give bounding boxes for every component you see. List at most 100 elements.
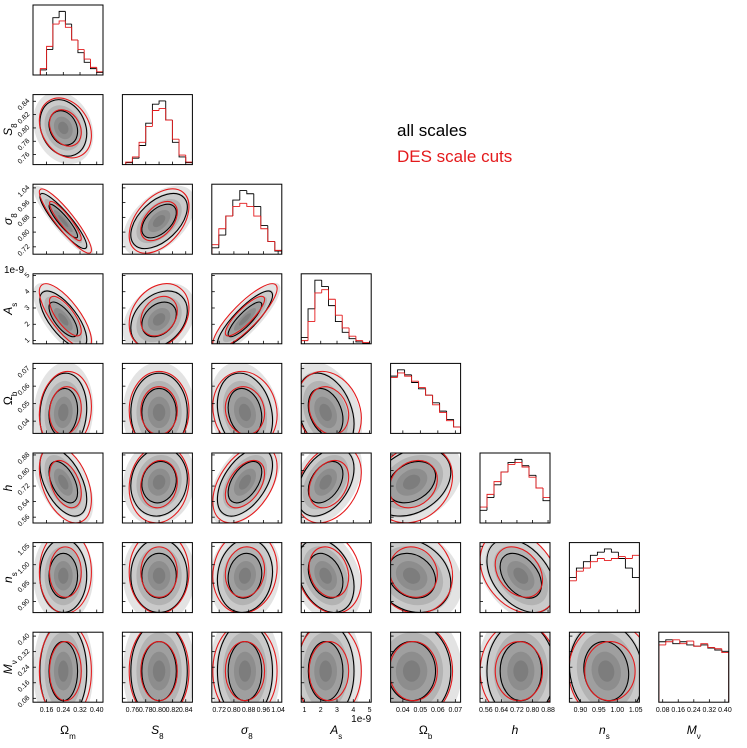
- histogram-step: [301, 340, 309, 344]
- panel-frame: [479, 631, 551, 703]
- histogram-step: [211, 247, 219, 255]
- histogram-step: [232, 199, 240, 217]
- axis-symbol: Ω: [60, 723, 69, 737]
- y-tick-label: 2: [24, 321, 32, 329]
- y-tick-label: 0.04: [17, 418, 32, 433]
- histogram-step: [432, 395, 440, 404]
- contour-panel: [211, 362, 283, 434]
- density: [402, 660, 421, 682]
- density: [152, 567, 166, 584]
- panel-body: [122, 542, 193, 613]
- panel-body: [211, 282, 281, 344]
- panel-body: [122, 632, 193, 703]
- histogram-step: [52, 17, 60, 50]
- contour: [212, 453, 278, 523]
- histogram-step: [521, 459, 529, 467]
- panel-body: [301, 363, 363, 434]
- contour: [216, 632, 274, 703]
- contour: [128, 453, 190, 523]
- x-tick-label: 4: [351, 707, 355, 714]
- density: [152, 214, 166, 228]
- x-tick-label: 0.80: [526, 707, 540, 714]
- axis-subscript: b: [10, 391, 19, 396]
- panel-body: [480, 458, 550, 523]
- x-tick-label: 1.00: [610, 707, 624, 714]
- density: [493, 632, 549, 703]
- density: [49, 110, 78, 145]
- panel-frame: [121, 273, 193, 345]
- histogram-step: [493, 484, 501, 498]
- y-tick-label: 0.82: [17, 111, 32, 126]
- histogram-step: [185, 155, 193, 165]
- histogram-step: [253, 193, 261, 207]
- density: [308, 388, 343, 434]
- histogram-step: [514, 458, 522, 463]
- density: [493, 546, 549, 606]
- histogram-step: [185, 156, 193, 165]
- contour: [224, 386, 266, 434]
- y-tick-label: 4: [24, 288, 32, 296]
- axis-symbol: A: [1, 307, 15, 316]
- axis-label: ns: [1, 572, 19, 583]
- histogram-step: [480, 506, 487, 523]
- histogram-step: [610, 558, 619, 561]
- histogram-step: [521, 462, 529, 468]
- axis-label: σ8: [1, 213, 19, 225]
- panel-body: [33, 363, 94, 434]
- x-tick-label: 1.04: [271, 707, 285, 714]
- axis-subscript: 8: [159, 732, 164, 741]
- contour: [301, 542, 355, 613]
- y-tick-label: 1.04: [17, 184, 32, 199]
- density: [395, 468, 428, 496]
- histogram-step: [64, 20, 72, 28]
- histogram-step: [631, 568, 640, 613]
- density: [122, 542, 193, 613]
- panel-body: [39, 10, 103, 75]
- density: [49, 302, 78, 337]
- x-tick-label: 0.07: [449, 707, 463, 714]
- histogram-step: [125, 161, 133, 165]
- histogram-step: [528, 467, 536, 478]
- contour: [141, 387, 177, 434]
- panel-frame: [32, 183, 104, 255]
- contour: [38, 370, 92, 434]
- histogram-step: [535, 477, 543, 489]
- density: [211, 542, 281, 613]
- contour: [128, 370, 190, 434]
- axis-label: σ8: [241, 723, 253, 741]
- panel-frame: [32, 452, 104, 524]
- contour-panel: [211, 631, 283, 703]
- contour: [39, 372, 88, 434]
- panel-body: [390, 632, 461, 703]
- axis-symbol: S: [1, 128, 15, 136]
- axis-symbol: A: [329, 723, 338, 737]
- histogram-step: [328, 286, 336, 307]
- contour: [308, 459, 350, 509]
- axis-symbol: n: [599, 723, 606, 737]
- histogram-step: [71, 27, 78, 41]
- contour-panel: [479, 631, 551, 703]
- density: [53, 468, 73, 496]
- density: [308, 553, 343, 598]
- axis-subscript: s: [338, 732, 342, 741]
- axis-subscript: 8: [248, 732, 253, 741]
- panel-body: [390, 369, 461, 434]
- density: [129, 371, 189, 434]
- panel-body: [122, 363, 193, 434]
- histogram-step: [596, 551, 605, 556]
- histogram-step: [253, 206, 261, 217]
- panel-body: [122, 185, 193, 255]
- x-tick-label: 0.16: [671, 707, 685, 714]
- contour: [212, 370, 278, 434]
- axis-symbol: σ: [241, 723, 249, 737]
- histogram-step: [39, 68, 47, 75]
- histogram-step: [341, 315, 350, 329]
- axis-label: Ωb: [1, 391, 19, 405]
- contour: [48, 200, 82, 242]
- y-tick-label: 0.56: [17, 514, 32, 529]
- density: [301, 453, 363, 523]
- y-tick-label: 0.88: [17, 214, 32, 229]
- contour: [301, 453, 362, 523]
- density: [314, 651, 338, 691]
- histogram-step: [321, 289, 329, 293]
